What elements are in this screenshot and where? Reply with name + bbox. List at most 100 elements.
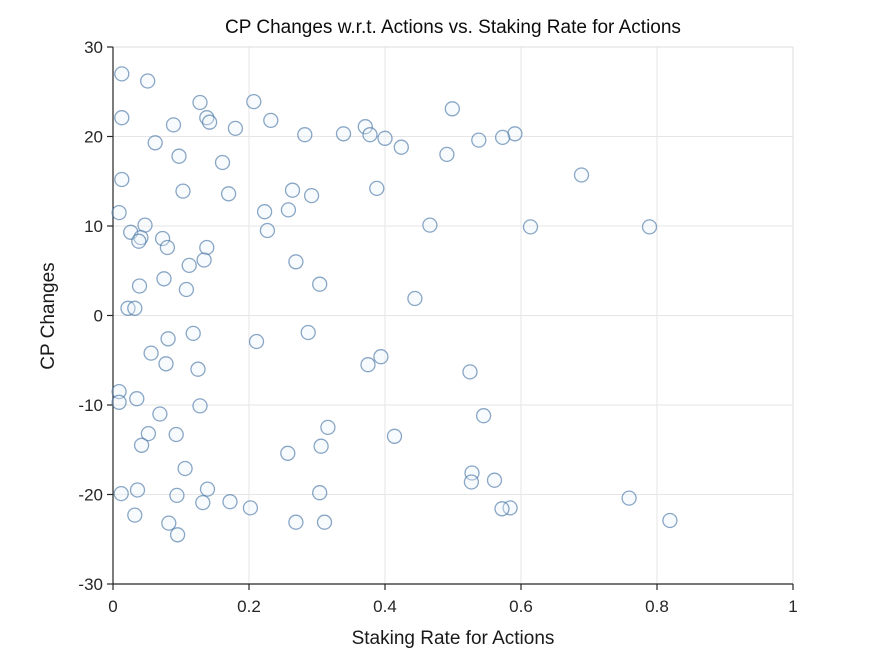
data-point xyxy=(297,127,313,143)
data-point xyxy=(439,146,455,163)
data-point xyxy=(463,474,480,490)
data-point xyxy=(242,500,259,516)
x-tick-label: 0.8 xyxy=(645,597,669,616)
data-point xyxy=(178,281,195,298)
data-point xyxy=(573,167,590,183)
data-point xyxy=(360,357,376,373)
data-point xyxy=(300,324,316,341)
data-point xyxy=(494,129,511,146)
data-point xyxy=(199,481,216,497)
y-tick-label: -10 xyxy=(78,396,103,415)
data-point xyxy=(369,180,385,197)
data-point xyxy=(486,472,503,488)
data-point xyxy=(641,219,658,235)
data-point xyxy=(181,257,197,274)
data-point xyxy=(373,349,389,365)
data-point xyxy=(335,126,352,142)
data-point xyxy=(393,139,409,155)
data-point xyxy=(246,93,262,110)
data-point xyxy=(127,507,143,523)
data-point xyxy=(143,345,159,361)
data-point xyxy=(303,187,320,204)
data-point xyxy=(113,485,129,502)
data-point xyxy=(161,515,177,531)
data-point xyxy=(168,426,184,443)
data-point xyxy=(444,101,460,117)
data-point xyxy=(129,482,146,498)
data-point xyxy=(111,204,127,221)
data-point xyxy=(158,356,174,372)
data-point xyxy=(284,182,301,198)
data-point xyxy=(156,271,172,287)
data-point xyxy=(159,239,176,256)
data-point xyxy=(147,135,163,151)
data-point xyxy=(462,364,478,380)
data-point xyxy=(201,114,218,130)
y-tick-label: 0 xyxy=(94,307,103,326)
data-point xyxy=(259,222,276,239)
data-point xyxy=(199,239,215,256)
data-point xyxy=(114,110,130,126)
data-point xyxy=(288,254,304,270)
data-point xyxy=(196,252,212,268)
data-point xyxy=(111,383,127,400)
data-point xyxy=(131,278,148,294)
x-axis-label: Staking Rate for Actions xyxy=(352,628,555,649)
data-point xyxy=(248,333,265,350)
data-point xyxy=(316,514,333,530)
y-tick-label: -30 xyxy=(78,575,103,594)
data-point xyxy=(280,202,297,218)
data-point xyxy=(522,219,539,235)
x-tick-label: 0.4 xyxy=(373,597,397,616)
x-tick-label: 0.2 xyxy=(237,597,261,616)
data-point xyxy=(222,494,238,510)
data-point xyxy=(312,276,328,292)
data-point xyxy=(662,512,678,529)
data-point xyxy=(152,406,168,422)
data-point xyxy=(386,428,403,444)
data-point xyxy=(494,501,510,517)
data-point xyxy=(280,445,296,461)
data-point xyxy=(165,117,182,133)
data-point xyxy=(362,127,378,143)
y-axis-label: CP Changes xyxy=(38,262,59,369)
data-point xyxy=(129,391,145,407)
data-point xyxy=(140,73,156,89)
data-point xyxy=(256,204,273,220)
y-tick-label: 20 xyxy=(84,128,103,147)
data-point xyxy=(177,460,193,477)
data-point xyxy=(169,487,185,504)
y-tick-label: -20 xyxy=(78,486,103,505)
data-point xyxy=(407,290,423,307)
data-point xyxy=(133,437,150,453)
data-point xyxy=(195,494,211,511)
data-point xyxy=(357,119,373,135)
data-point xyxy=(471,132,487,148)
data-point xyxy=(422,217,438,233)
data-point xyxy=(220,186,237,202)
data-point xyxy=(475,408,492,424)
x-tick-label: 0 xyxy=(108,597,117,616)
data-point xyxy=(288,514,304,530)
plot-area: 0 0.2 0.4 0.6 0.8 1 -30 -20 -10 0 10 20 30 xyxy=(78,38,797,616)
data-point xyxy=(175,183,191,199)
data-point xyxy=(114,171,130,188)
data-point xyxy=(263,112,279,129)
data-point xyxy=(140,425,157,442)
data-point xyxy=(111,394,127,410)
data-point xyxy=(313,438,329,454)
data-point xyxy=(185,325,201,342)
chart-title: CP Changes w.r.t. Actions vs. Staking Ra… xyxy=(225,17,681,38)
data-point xyxy=(320,419,336,436)
data-point xyxy=(160,331,176,347)
data-point xyxy=(131,233,147,249)
data-point xyxy=(227,120,244,137)
y-tick-label: 10 xyxy=(84,217,103,236)
data-point xyxy=(377,130,393,146)
data-point xyxy=(190,361,206,377)
data-point xyxy=(114,66,130,82)
data-point xyxy=(192,398,208,414)
data-point xyxy=(171,148,187,164)
